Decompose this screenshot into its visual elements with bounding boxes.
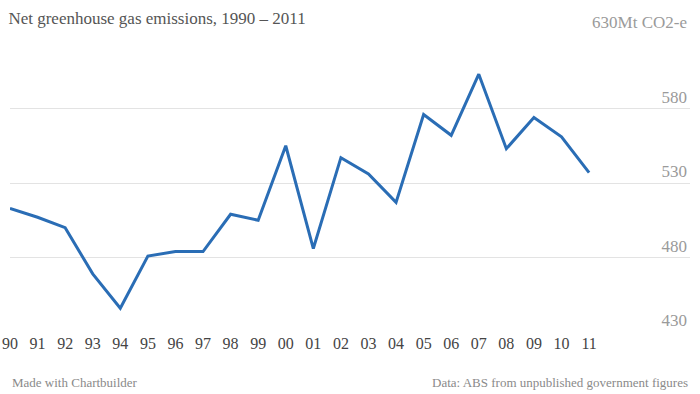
svg-text:630Mt CO2-e: 630Mt CO2-e [592,13,687,32]
svg-text:92: 92 [57,335,73,352]
svg-text:08: 08 [498,335,514,352]
svg-text:95: 95 [140,335,156,352]
svg-text:430: 430 [662,311,688,330]
svg-text:98: 98 [223,335,239,352]
svg-text:Net greenhouse gas emissions,: Net greenhouse gas emissions, 1990 – 201… [8,9,305,28]
svg-text:00: 00 [278,335,294,352]
svg-text:480: 480 [662,237,688,256]
svg-text:Made with Chartbuilder: Made with Chartbuilder [12,375,138,390]
svg-text:06: 06 [443,335,459,352]
svg-text:10: 10 [554,335,570,352]
svg-text:02: 02 [333,335,349,352]
svg-text:580: 580 [662,88,688,107]
svg-text:11: 11 [581,335,596,352]
svg-text:03: 03 [360,335,376,352]
svg-text:01: 01 [305,335,321,352]
svg-text:Data: ABS from unpublished gov: Data: ABS from unpublished government fi… [432,375,688,390]
svg-text:97: 97 [195,335,211,352]
svg-text:99: 99 [250,335,266,352]
svg-text:91: 91 [30,335,46,352]
svg-text:09: 09 [526,335,542,352]
svg-text:93: 93 [85,335,101,352]
svg-text:530: 530 [662,162,688,181]
svg-text:90: 90 [2,335,18,352]
svg-text:96: 96 [167,335,183,352]
svg-text:94: 94 [112,335,128,352]
svg-text:05: 05 [416,335,432,352]
svg-text:07: 07 [471,335,487,352]
svg-text:04: 04 [388,335,404,352]
